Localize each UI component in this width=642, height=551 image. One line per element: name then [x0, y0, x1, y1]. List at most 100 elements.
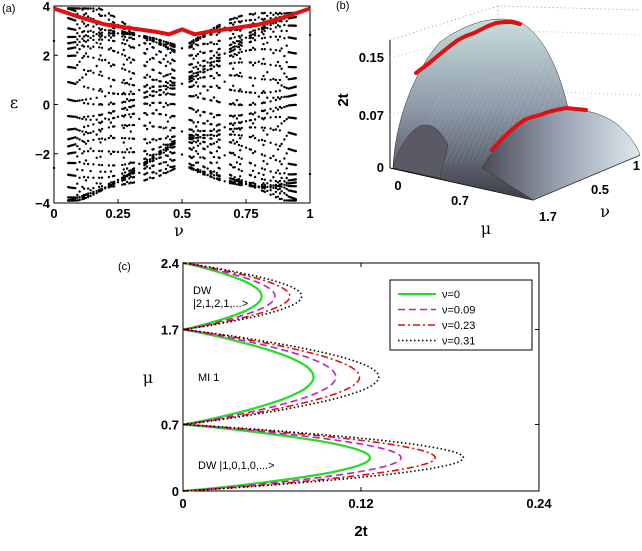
spectrum-dot	[82, 30, 86, 33]
spectrum-dot	[89, 192, 92, 195]
spectrum-dot	[86, 35, 90, 38]
spectrum-dot	[223, 126, 226, 129]
spectrum-dot	[132, 171, 136, 175]
spectrum-dot	[152, 39, 155, 42]
spectrum-dot	[152, 138, 155, 141]
spectrum-dot	[248, 135, 251, 139]
spectrum-dot	[98, 185, 101, 189]
spectrum-dot	[251, 84, 255, 87]
spectrum-dot	[107, 91, 111, 95]
spectrum-dot	[248, 148, 251, 151]
spectrum-dot	[52, 166, 56, 170]
spectrum-dot	[128, 113, 131, 116]
spectrum-dot	[81, 20, 84, 23]
spectrum-dot	[280, 122, 283, 125]
spectrum-dot	[113, 185, 116, 188]
spectrum-dot	[104, 36, 107, 39]
spectrum-dot	[173, 59, 176, 63]
spectrum-dot	[269, 193, 272, 196]
spectrum-dot	[260, 138, 264, 142]
spectrum-dot	[86, 86, 90, 90]
spectrum-dot	[196, 161, 200, 164]
spectrum-dot	[107, 31, 111, 35]
spectrum-dot	[278, 160, 282, 163]
spectrum-dot	[82, 39, 86, 42]
spectrum-dot	[99, 155, 102, 158]
spectrum-dot	[269, 48, 272, 51]
spectrum-dot	[169, 138, 172, 141]
spectrum-dot	[98, 137, 101, 141]
spectrum-dot	[233, 52, 236, 56]
spectrum-dot	[98, 128, 101, 131]
spectrum-dot	[82, 115, 86, 119]
spectrum-dot	[203, 67, 206, 71]
spectrum-dot	[237, 179, 241, 183]
spectrum-dot	[123, 106, 127, 110]
spectrum-dot	[206, 42, 209, 46]
spectrum-dot	[253, 175, 257, 179]
spectrum-dot	[215, 134, 219, 138]
spectrum-dot	[263, 101, 266, 104]
spectrum-dot	[274, 143, 278, 146]
panel-c-xtick: 0.12	[348, 496, 373, 511]
spectrum-dot	[92, 130, 95, 133]
spectrum-dot	[263, 26, 266, 30]
spectrum-dot	[199, 156, 202, 159]
spectrum-dot	[121, 32, 124, 35]
spectrum-dot	[84, 73, 88, 76]
spectrum-dot	[128, 174, 131, 177]
spectrum-dot	[239, 175, 242, 178]
spectrum-dot	[113, 50, 116, 53]
spectrum-dot	[237, 121, 241, 124]
spectrum-dot	[251, 37, 255, 40]
spectrum-dot	[253, 18, 257, 21]
spectrum-dot	[92, 31, 95, 34]
spectrum-dot	[283, 37, 286, 40]
spectrum-dot	[125, 175, 129, 178]
spectrum-dot	[228, 18, 232, 21]
spectrum-dot	[274, 49, 278, 52]
spectrum-dot	[169, 146, 172, 149]
spectrum-dot	[203, 157, 206, 160]
panel-c: DW |2,1,2,1,...> MI 1 DW |1,0,1,0,...> ν…	[182, 261, 540, 493]
spectrum-dot	[188, 137, 191, 141]
spectrum-dot	[253, 118, 257, 121]
spectrum-dot	[128, 99, 131, 103]
spectrum-dot	[218, 174, 221, 177]
spectrum-dot	[209, 41, 212, 44]
mesh-line	[454, 75, 496, 165]
spectrum-dot	[100, 120, 104, 123]
spectrum-dot	[81, 37, 84, 40]
spectrum-dot	[86, 55, 90, 58]
spectrum-dot	[92, 176, 95, 179]
spectrum-dot	[84, 179, 88, 182]
spectrum-dot	[89, 47, 92, 50]
spectrum-dot	[121, 81, 124, 84]
spectrum-dot	[260, 91, 264, 95]
legend-label: ν=0.23	[442, 320, 475, 332]
mesh-line	[443, 79, 485, 166]
spectrum-dot	[228, 122, 232, 126]
spectrum-dot	[122, 38, 126, 41]
spectrum-dot	[192, 134, 195, 138]
spectrum-dot	[166, 41, 169, 44]
spectrum-dot	[84, 7, 88, 10]
spectrum-dot	[138, 34, 141, 38]
phase-boundary-curve	[182, 262, 303, 331]
spectrum-dot	[116, 51, 120, 54]
spectrum-dot	[233, 45, 236, 48]
spectrum-dot	[218, 25, 221, 28]
spectrum-dot	[237, 90, 241, 93]
spectrum-dot	[218, 129, 221, 132]
spectrum-dot	[274, 98, 278, 102]
spectrum-dot	[100, 38, 104, 41]
spectrum-dot	[239, 149, 242, 152]
phase-boundary-curve	[182, 328, 380, 426]
spectrum-dot	[199, 130, 202, 133]
spectrum-dot	[209, 57, 212, 60]
spectrum-dot	[266, 182, 269, 185]
spectrum-dot	[228, 47, 232, 51]
spectrum-dot	[239, 88, 242, 91]
spectrum-dot	[145, 171, 149, 175]
spectrum-dot	[164, 45, 168, 48]
